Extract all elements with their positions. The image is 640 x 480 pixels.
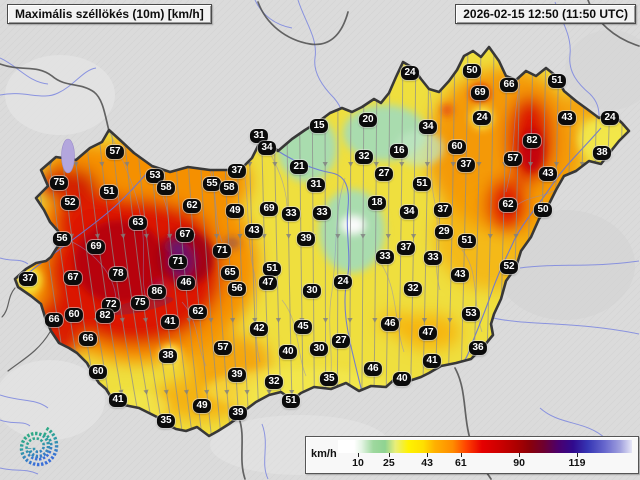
legend-tick-label: 119	[568, 457, 586, 469]
streamline	[372, 47, 378, 436]
legend-tick-mark	[427, 453, 429, 457]
streamline-arrow-icon	[385, 233, 391, 239]
streamline-arrow-icon	[335, 233, 341, 239]
streamline-arrow-icon	[73, 161, 79, 167]
streamline-arrow-icon	[230, 317, 236, 323]
streamline-arrow-icon	[186, 317, 192, 323]
streamline-arrow-icon	[183, 389, 189, 395]
wind-speed-legend: km/h 10 25 43 61 90 119	[305, 436, 639, 474]
streamline-arrow-icon	[124, 161, 130, 167]
legend-tick-label: 43	[421, 457, 433, 469]
legend-tick-label: 61	[455, 457, 467, 469]
streamline-arrow-icon	[399, 161, 405, 167]
spiral-stroke	[19, 426, 59, 467]
streamline-arrow-icon	[347, 317, 353, 323]
streamline-arrow-icon	[322, 317, 329, 323]
streamline-arrow-icon	[450, 161, 456, 167]
legend-tick-label: 25	[383, 457, 395, 469]
streamline-arrow-icon	[528, 161, 534, 167]
legend-tick-mark	[519, 453, 521, 457]
streamline-arrow-icon	[213, 233, 220, 239]
legend-tick-label: 10	[352, 457, 364, 469]
map-timestamp: 2026-02-15 12:50 (11:50 UTC)	[463, 7, 628, 21]
streamline-arrow-icon	[94, 233, 100, 239]
streamline-arrow-icon	[266, 389, 272, 395]
streamline-arrow-icon	[286, 233, 292, 239]
streamline-arrow-icon	[224, 389, 230, 395]
streamline-arrow-icon	[167, 233, 173, 239]
streamline-arrow-icon	[120, 233, 126, 239]
streamline-arrow-icon	[553, 161, 560, 167]
legend-tick-mark	[460, 453, 462, 457]
streamline-arrow-icon	[204, 389, 210, 395]
streamline-arrow-icon	[289, 389, 295, 395]
timestamp-box: 2026-02-15 12:50 (11:50 UTC)	[455, 4, 636, 24]
legend-tick-label: 90	[513, 457, 525, 469]
streamline-arrow-icon	[424, 161, 430, 167]
streamline-arrow-icon	[244, 389, 250, 395]
streamline-arrow-icon	[237, 233, 243, 239]
streamline-arrow-icon	[487, 233, 493, 239]
spiral-stroke	[25, 432, 53, 461]
streamline-arrow-icon	[579, 161, 585, 167]
spiral-vortex-icon	[19, 426, 59, 467]
streamline-arrow-icon	[372, 317, 378, 323]
map-title: Maximális széllökés (10m) [km/h]	[15, 7, 204, 21]
legend-tick-mark	[357, 453, 359, 457]
streamline-arrow-icon	[142, 317, 148, 323]
streamline-arrow-icon	[476, 161, 482, 167]
streamline-arrow-icon	[99, 161, 105, 167]
streamline-arrow-icon	[447, 317, 453, 323]
streamline-arrow-icon	[119, 317, 125, 323]
danube-river	[277, 150, 363, 393]
streamline	[360, 47, 365, 436]
streamline-arrow-icon	[373, 161, 379, 167]
streamline-arrow-icon	[272, 161, 278, 167]
streamline-arrow-icon	[513, 233, 519, 239]
streamline-arrow-icon	[143, 233, 149, 239]
streamline-arrow-icon	[118, 389, 124, 395]
streamline-arrow-icon	[275, 317, 281, 323]
legend-tick-mark	[577, 453, 579, 457]
streamline-arrow-icon	[411, 233, 417, 239]
map-title-box: Maximális széllökés (10m) [km/h]	[7, 4, 212, 24]
streamline-arrow-icon	[360, 233, 366, 239]
streamline-arrow-icon	[252, 317, 258, 323]
streamline-arrow-icon	[421, 317, 428, 323]
streamline-arrow-icon	[143, 389, 149, 395]
hungary-border	[13, 45, 631, 438]
streamline-arrow-icon	[348, 161, 354, 167]
legend-unit-label: km/h	[311, 448, 337, 460]
legend-color-bar	[338, 440, 632, 453]
streamline-arrow-icon	[322, 161, 328, 167]
legend-tick-mark	[388, 453, 390, 457]
streamline-arrow-icon	[208, 317, 214, 323]
streamline	[384, 47, 391, 436]
streamline-arrow-icon	[163, 389, 169, 395]
lake-ferto	[61, 138, 75, 174]
